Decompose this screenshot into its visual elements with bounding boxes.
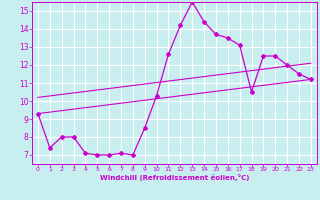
X-axis label: Windchill (Refroidissement éolien,°C): Windchill (Refroidissement éolien,°C) <box>100 174 249 181</box>
